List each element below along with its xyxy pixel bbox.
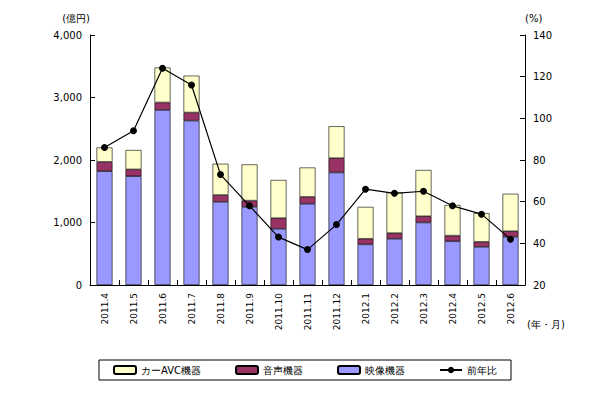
svg-text:音声機器: 音声機器 bbox=[263, 365, 303, 376]
svg-text:映像機器: 映像機器 bbox=[365, 365, 405, 376]
svg-text:2012.2: 2012.2 bbox=[390, 293, 400, 325]
svg-text:2011.8: 2011.8 bbox=[216, 293, 226, 325]
svg-text:(年・月): (年・月) bbox=[527, 319, 565, 330]
svg-text:2011.10: 2011.10 bbox=[274, 293, 284, 330]
svg-text:2012.3: 2012.3 bbox=[419, 293, 429, 325]
svg-text:(億円): (億円) bbox=[62, 13, 90, 24]
svg-text:0: 0 bbox=[76, 280, 82, 291]
svg-text:3,000: 3,000 bbox=[53, 92, 82, 103]
svg-text:140: 140 bbox=[533, 30, 552, 41]
svg-text:1,000: 1,000 bbox=[53, 217, 82, 228]
svg-text:2011.5: 2011.5 bbox=[129, 293, 139, 325]
svg-text:4,000: 4,000 bbox=[53, 30, 82, 41]
svg-text:2012.1: 2012.1 bbox=[361, 293, 371, 325]
svg-text:120: 120 bbox=[533, 71, 552, 82]
svg-text:2012.4: 2012.4 bbox=[448, 293, 458, 325]
svg-text:2012.6: 2012.6 bbox=[506, 293, 516, 325]
svg-text:2011.12: 2011.12 bbox=[332, 293, 342, 330]
svg-text:2011.9: 2011.9 bbox=[245, 293, 255, 325]
svg-text:(%): (%) bbox=[525, 13, 542, 24]
svg-text:100: 100 bbox=[533, 113, 552, 124]
svg-text:2,000: 2,000 bbox=[53, 155, 82, 166]
svg-text:20: 20 bbox=[533, 280, 546, 291]
svg-text:カーAVC機器: カーAVC機器 bbox=[141, 365, 201, 376]
svg-text:2011.4: 2011.4 bbox=[100, 293, 110, 325]
svg-text:40: 40 bbox=[533, 238, 546, 249]
svg-text:前年比: 前年比 bbox=[467, 365, 497, 376]
svg-text:2011.11: 2011.11 bbox=[303, 293, 313, 330]
svg-text:60: 60 bbox=[533, 196, 546, 207]
svg-text:2011.6: 2011.6 bbox=[158, 293, 168, 325]
svg-text:2011.7: 2011.7 bbox=[187, 293, 197, 325]
svg-text:2012.5: 2012.5 bbox=[477, 293, 487, 325]
svg-text:80: 80 bbox=[533, 155, 546, 166]
